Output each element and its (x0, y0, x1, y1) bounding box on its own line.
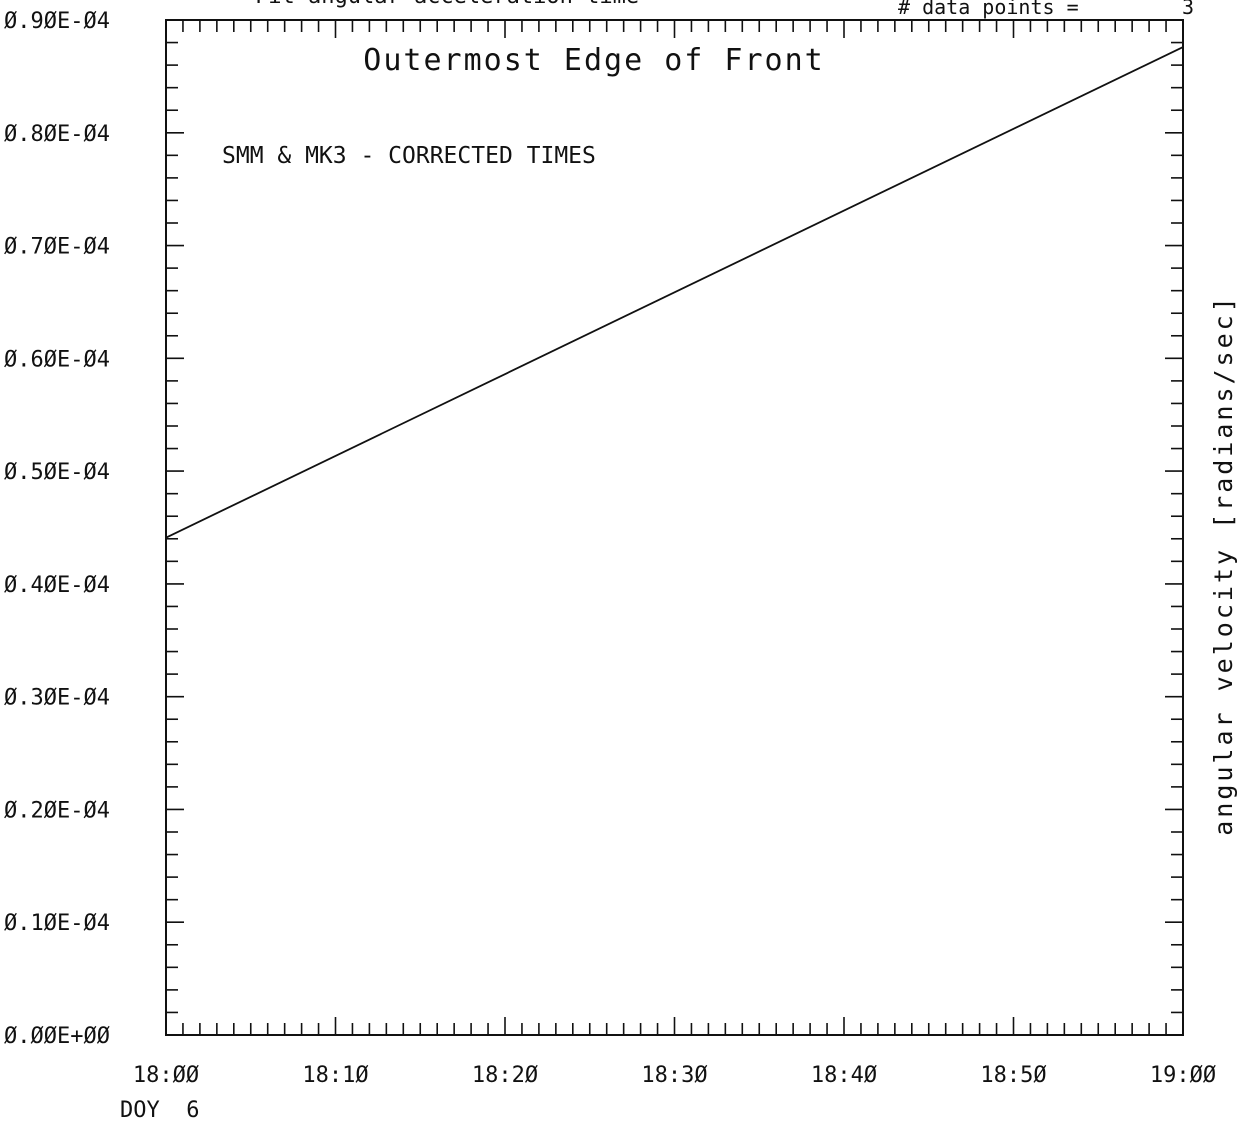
chart-subtitle: SMM & MK3 - CORRECTED TIMES (222, 143, 596, 169)
y-tick-label: Ø.7ØE-Ø4 (4, 235, 110, 260)
y-tick-label: Ø.6ØE-Ø4 (4, 347, 110, 372)
y-tick-label: Ø.3ØE-Ø4 (4, 686, 110, 711)
y-tick-label: Ø.8ØE-Ø4 (4, 122, 110, 147)
header-partial-title: Fit angular acceleration time (255, 0, 639, 9)
y-axis-label: angular velocity [radians/sec] (1209, 294, 1238, 836)
y-tick-label: Ø.2ØE-Ø4 (4, 798, 110, 823)
y-tick-labels: Ø.ØØE+ØØ Ø.1ØE-Ø4 Ø.2ØE-Ø4 Ø.3ØE-Ø4 Ø.4ØE-Ø4… (4, 9, 110, 1049)
chart-title: Outermost Edge of Front (363, 43, 824, 78)
data-points-value: 3 (1182, 0, 1194, 19)
x-tick-label: 18:1Ø (302, 1063, 368, 1088)
x-tick-label: 19:ØØ (1150, 1063, 1216, 1088)
x-tick-label: 18:4Ø (811, 1063, 877, 1088)
doy-label: DOY 6 (120, 1098, 199, 1123)
series-layer (165, 46, 1184, 539)
y-tick-label: Ø.5ØE-Ø4 (4, 460, 110, 485)
tick-marks (165, 19, 1184, 1036)
series-line (165, 46, 1184, 539)
y-tick-label: Ø.4ØE-Ø4 (4, 573, 110, 598)
x-tick-label: 18:5Ø (980, 1063, 1046, 1088)
x-tick-label: 18:3Ø (641, 1063, 707, 1088)
data-points-label: # data points = (898, 0, 1079, 19)
x-tick-labels: 18:ØØ 18:1Ø 18:2Ø 18:3Ø 18:4Ø 18:5Ø 19:ØØ (133, 1063, 1216, 1088)
plot-frame (165, 19, 1184, 1036)
x-tick-label: 18:ØØ (133, 1063, 199, 1088)
y-tick-label: Ø.1ØE-Ø4 (4, 911, 110, 936)
y-tick-label: Ø.ØØE+ØØ (4, 1024, 110, 1049)
x-tick-label: 18:2Ø (472, 1063, 538, 1088)
y-tick-label: Ø.9ØE-Ø4 (4, 9, 110, 34)
